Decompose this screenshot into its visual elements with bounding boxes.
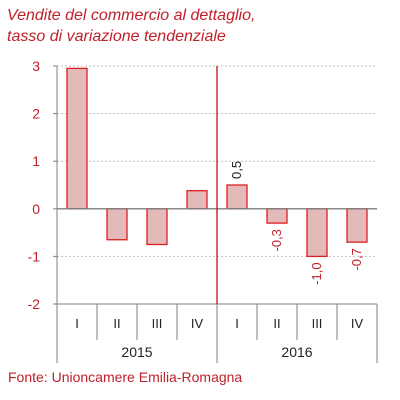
- data-label: -0,3: [269, 229, 284, 251]
- chart-subtitle-line: tasso di variazione tendenziale: [7, 28, 226, 45]
- bar: [306, 208, 328, 258]
- y-tick-label: 1: [32, 153, 40, 169]
- x-category-label: III: [312, 316, 323, 331]
- data-label: 0,5: [229, 161, 244, 179]
- chart-title-line: Vendite del commercio al dettaglio,: [7, 7, 256, 24]
- data-label: -0,7: [349, 248, 364, 270]
- bars: [66, 67, 368, 258]
- y-tick-label: -2: [28, 296, 41, 312]
- bar: [106, 208, 128, 241]
- chart-source: Fonte: Unioncamere Emilia-Romagna: [8, 369, 243, 385]
- bar: [66, 67, 88, 210]
- x-category-label: I: [75, 316, 79, 331]
- axes: [53, 65, 378, 363]
- x-category-label: II: [113, 316, 120, 331]
- bar: [346, 208, 368, 243]
- chart-title: Vendite del commercio al dettaglio, tass…: [7, 5, 397, 47]
- x-group-label: 2016: [281, 344, 312, 360]
- data-label: -1,0: [309, 262, 324, 284]
- x-category-label: IV: [191, 316, 204, 331]
- y-tick-label: 3: [32, 58, 40, 74]
- y-tick-label: 0: [32, 201, 40, 217]
- x-category-label: II: [273, 316, 280, 331]
- x-category-label: IV: [351, 316, 364, 331]
- bar: [226, 184, 248, 210]
- x-category-label: III: [152, 316, 163, 331]
- bar: [186, 190, 208, 210]
- x-group-label: 2015: [121, 344, 152, 360]
- x-category-label: I: [235, 316, 239, 331]
- y-tick-label: -1: [28, 248, 41, 264]
- bar: [266, 208, 288, 224]
- bar: [146, 208, 168, 246]
- y-tick-label: 2: [32, 106, 40, 122]
